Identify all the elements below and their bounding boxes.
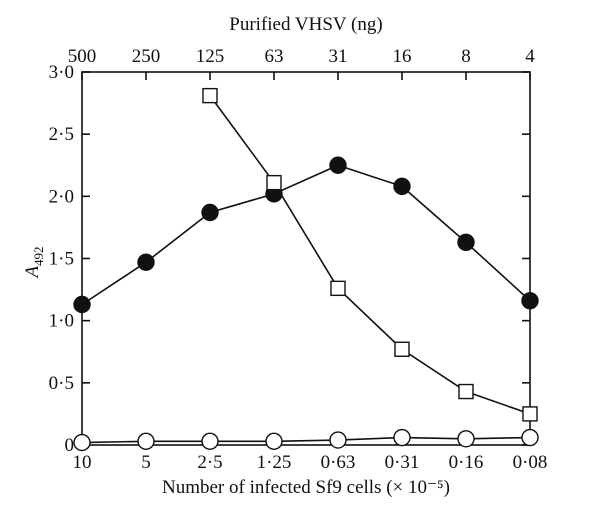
x-tick-label: 0·16 xyxy=(449,452,484,473)
y-tick-labels: 0 0·5 1·0 1·5 2·0 2·5 3·0 xyxy=(49,62,74,456)
data-point-filled-circle xyxy=(329,156,347,174)
data-point-filled-circle xyxy=(393,177,411,196)
data-point-open-circle xyxy=(265,432,283,450)
data-point-open-circle xyxy=(329,431,347,449)
y-tick-label: 1·0 xyxy=(49,311,74,332)
y-axis-title-main: A xyxy=(22,266,43,280)
y-tick-label: 2·5 xyxy=(49,124,74,145)
x-tick-label: 0·08 xyxy=(513,452,548,473)
data-point-open-square xyxy=(330,280,346,297)
x-tick-label: 0·31 xyxy=(385,452,420,473)
data-point-open-circle xyxy=(137,432,155,450)
top-x-tick-label: 250 xyxy=(132,46,161,67)
x-tick-label: 1·25 xyxy=(257,452,292,473)
series-line xyxy=(81,436,531,444)
top-x-tick-label: 31 xyxy=(329,46,348,67)
x-tick-label: 10 xyxy=(73,452,92,473)
series-filled-circle xyxy=(73,156,539,314)
x-tick-label: 2·5 xyxy=(197,452,222,473)
series-open-square xyxy=(202,87,538,422)
top-x-tick-label: 8 xyxy=(461,46,471,67)
top-x-tick-label: 125 xyxy=(196,46,225,67)
data-point-filled-circle xyxy=(201,203,219,222)
y-tick-label: 0·5 xyxy=(49,373,74,394)
y-tick-label: 3·0 xyxy=(49,62,74,83)
y-tick-label: 1·5 xyxy=(49,249,74,270)
data-point-open-circle xyxy=(457,430,475,448)
data-point-open-circle xyxy=(521,428,539,447)
top-x-tick-label: 63 xyxy=(265,46,284,67)
top-x-tick-labels: 500 250 125 63 31 16 8 4 xyxy=(68,46,536,67)
data-point-open-circle xyxy=(73,433,91,452)
data-point-open-square xyxy=(394,341,410,357)
data-point-open-square xyxy=(458,383,474,400)
series-line xyxy=(81,164,531,306)
top-x-tick-label: 16 xyxy=(393,46,412,67)
data-point-open-square xyxy=(522,406,538,422)
y-tick-label: 0 xyxy=(65,435,75,456)
data-point-open-circle xyxy=(393,428,411,447)
data-point-filled-circle xyxy=(137,253,155,271)
data-point-open-square xyxy=(266,174,282,191)
data-point-filled-circle xyxy=(73,295,91,314)
data-point-filled-circle xyxy=(457,233,475,252)
x-tick-labels: 10 5 2·5 1·25 0·63 0·31 0·16 0·08 xyxy=(73,452,548,473)
data-point-open-circle xyxy=(201,432,219,450)
data-point-open-square xyxy=(202,87,218,104)
y-tick-label: 2·0 xyxy=(49,186,74,207)
top-axis-title: Purified VHSV (ng) xyxy=(229,14,382,35)
y-axis-title: A492 xyxy=(22,246,46,279)
series-line xyxy=(209,95,531,415)
x-tick-label: 0·63 xyxy=(321,452,356,473)
x-tick-label: 5 xyxy=(141,452,151,473)
x-axis-title: Number of infected Sf9 cells (× 10⁻⁵) xyxy=(162,477,450,498)
top-x-tick-label: 4 xyxy=(525,46,535,67)
series-open-circle xyxy=(73,428,539,452)
top-x-tick-label: 500 xyxy=(68,46,97,67)
y-axis-title-subscript: 492 xyxy=(31,246,46,266)
data-point-filled-circle xyxy=(521,292,539,310)
data-series xyxy=(73,87,539,452)
